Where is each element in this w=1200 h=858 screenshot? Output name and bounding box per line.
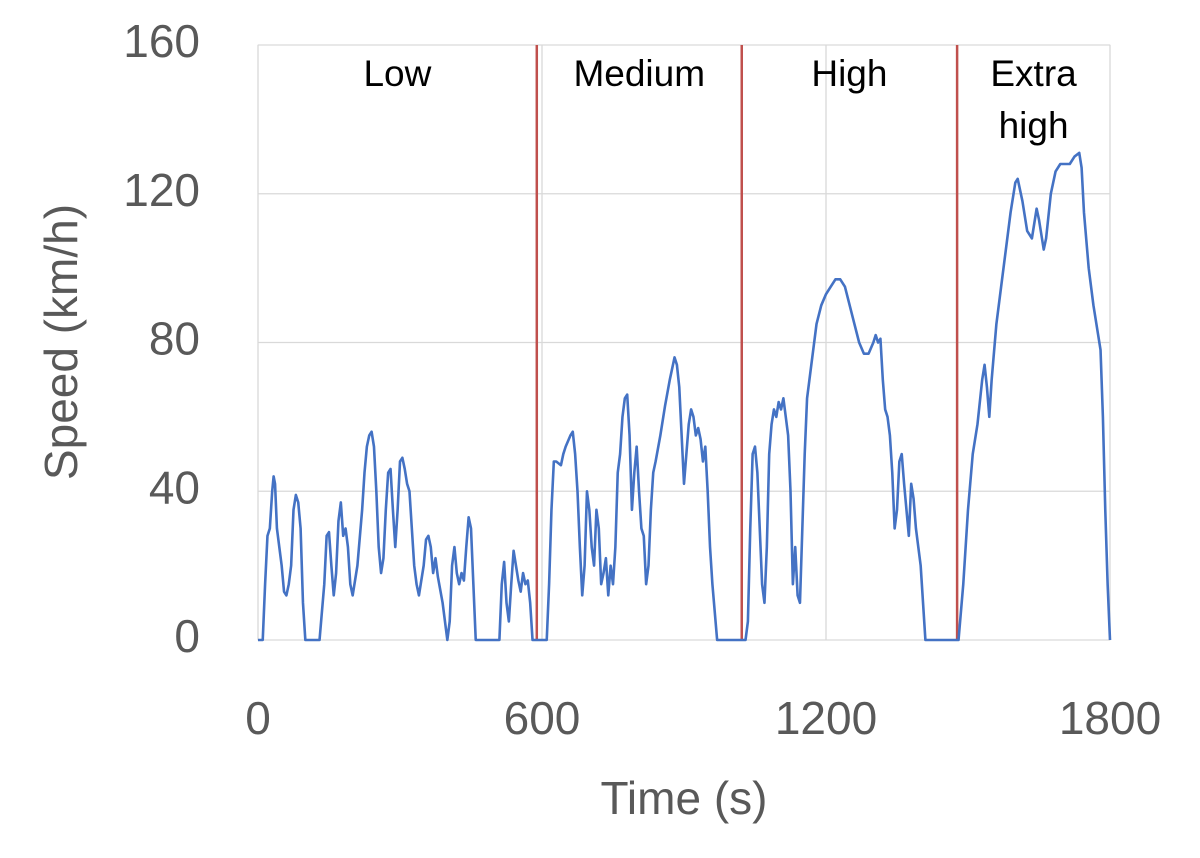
- y-tick-label: 0: [174, 610, 200, 662]
- x-axis-title: Time (s): [601, 772, 768, 824]
- phase-label: Low: [363, 53, 432, 94]
- x-tick-label: 0: [245, 692, 271, 744]
- x-tick-label: 600: [504, 692, 581, 744]
- speed-line: [258, 151, 1112, 642]
- y-tick-label: 80: [149, 313, 200, 365]
- phase-label: Extra high: [990, 53, 1077, 146]
- y-tick-label: 40: [149, 461, 200, 513]
- phase-label: Medium: [573, 53, 706, 94]
- y-tick-label: 120: [123, 164, 200, 216]
- x-tick-label: 1200: [775, 692, 877, 744]
- phase-label: High: [811, 53, 888, 94]
- y-axis-title: Speed (km/h): [35, 204, 87, 480]
- y-tick-label: 160: [123, 15, 200, 67]
- x-tick-label: 1800: [1059, 692, 1161, 744]
